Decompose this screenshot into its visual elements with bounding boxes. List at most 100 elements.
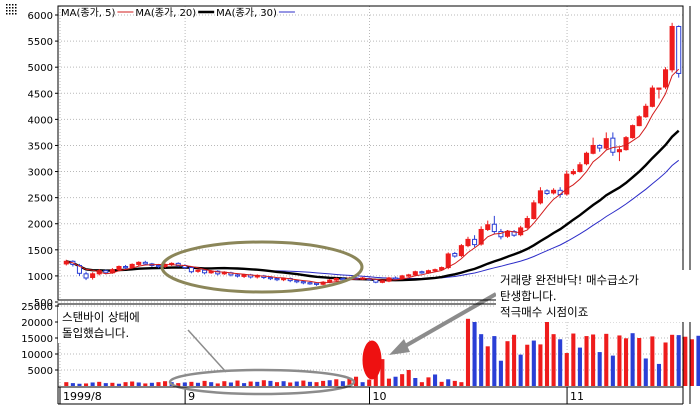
candle-body	[274, 278, 280, 281]
volume-bars	[64, 318, 700, 386]
candle-body	[630, 125, 636, 139]
candle	[531, 200, 537, 220]
candle-body	[103, 270, 109, 274]
candle-body	[616, 149, 622, 153]
volume-bar	[591, 334, 596, 386]
volume-bar	[202, 380, 207, 386]
candle-body	[90, 273, 96, 278]
candle	[90, 272, 96, 280]
corner-grip-dot	[6, 10, 8, 12]
volume-bar	[103, 383, 108, 386]
legend-label: MA(종가, 30)	[216, 7, 277, 19]
candle-body	[333, 278, 339, 281]
candle-body	[142, 261, 148, 265]
volume-bar	[564, 353, 569, 386]
volume-bar	[465, 318, 471, 386]
price-tick-label: 500	[34, 298, 53, 309]
corner-grip-dot	[9, 7, 11, 9]
candle	[656, 87, 662, 99]
price-tick-label: 3000	[28, 168, 53, 179]
candle	[485, 220, 491, 232]
candle	[406, 273, 412, 277]
candle-body	[63, 260, 69, 265]
candle	[412, 270, 418, 276]
candle-body	[485, 224, 491, 230]
candle-body	[643, 105, 649, 118]
volume-bar	[505, 341, 510, 386]
price-grid	[58, 6, 683, 387]
corner-grip-dot	[6, 4, 8, 6]
volume-bar	[235, 380, 240, 386]
candle-body	[202, 269, 208, 274]
volume-tick-label: 25000	[21, 302, 53, 313]
candle-body	[623, 137, 629, 151]
callout-arrow-shaft	[399, 292, 497, 351]
candle	[188, 266, 194, 274]
candle-body	[294, 280, 300, 283]
volume-bar	[538, 344, 543, 386]
volume-bar	[360, 382, 365, 386]
volume-bar	[136, 382, 141, 386]
volume-bar	[696, 335, 700, 386]
candle	[63, 259, 69, 266]
candle	[597, 144, 603, 152]
price-tick-label: 5500	[28, 37, 53, 48]
volume-bar	[268, 380, 273, 386]
volume-bar	[597, 352, 602, 386]
candle	[643, 103, 649, 118]
candle	[669, 22, 675, 73]
volume-bar	[209, 382, 214, 386]
volume-bar	[406, 370, 411, 386]
callout-volume-line-3: 적극매수 시점이죠	[500, 305, 589, 319]
volume-bar	[452, 380, 457, 386]
candle-body	[155, 264, 162, 268]
volume-bar	[459, 382, 464, 386]
volume-bar	[84, 383, 89, 386]
volume-bar	[163, 381, 168, 386]
candle	[630, 124, 636, 139]
corner-grip-dot	[15, 10, 17, 12]
volume-bar	[314, 382, 319, 386]
x-tick-label: 9	[188, 390, 195, 403]
callout-volume-line-1: 거래량 완전바닥! 매수급소가	[500, 273, 639, 287]
candle-body	[518, 227, 524, 236]
volume-bar	[419, 382, 424, 386]
candle	[307, 281, 313, 285]
candle	[452, 251, 458, 258]
volume-bar	[97, 381, 102, 386]
candle-body	[83, 273, 89, 279]
volume-bar	[426, 377, 431, 386]
volume-bar	[386, 378, 392, 386]
volume-bar	[498, 360, 503, 386]
volume-bar	[261, 380, 266, 386]
volume-bar	[347, 377, 352, 386]
volume-bar	[110, 382, 115, 386]
callout-standby-line-1: 스탠바이 상태에	[62, 310, 140, 324]
candle-body	[524, 218, 530, 228]
corner-grip-dot	[9, 13, 11, 15]
candle-body	[544, 190, 550, 194]
corner-grip-dot	[12, 4, 14, 6]
volume-bar	[77, 383, 82, 386]
candle-body	[662, 69, 669, 88]
candle-body	[439, 267, 445, 271]
volume-bar	[663, 342, 668, 386]
volume-bar	[479, 334, 484, 386]
price-tick-label: 1000	[28, 272, 53, 283]
candle	[544, 189, 550, 196]
candle	[465, 236, 471, 248]
volume-bar	[195, 382, 201, 386]
volume-bar	[670, 334, 675, 386]
volume-bar	[512, 334, 517, 386]
candle	[577, 162, 583, 173]
candle	[472, 235, 478, 248]
callout-volume-bottom: 거래량 완전바닥! 매수급소가 탄생합니다. 적극매수 시점이죠	[496, 270, 699, 322]
volume-bar	[340, 381, 345, 386]
candle-body	[656, 87, 662, 90]
volume-bar	[610, 355, 615, 386]
candle	[458, 244, 464, 258]
x-tick-label: 10	[373, 390, 387, 403]
volume-bar	[373, 373, 378, 386]
candle	[123, 264, 129, 270]
volume-bar	[156, 382, 161, 386]
